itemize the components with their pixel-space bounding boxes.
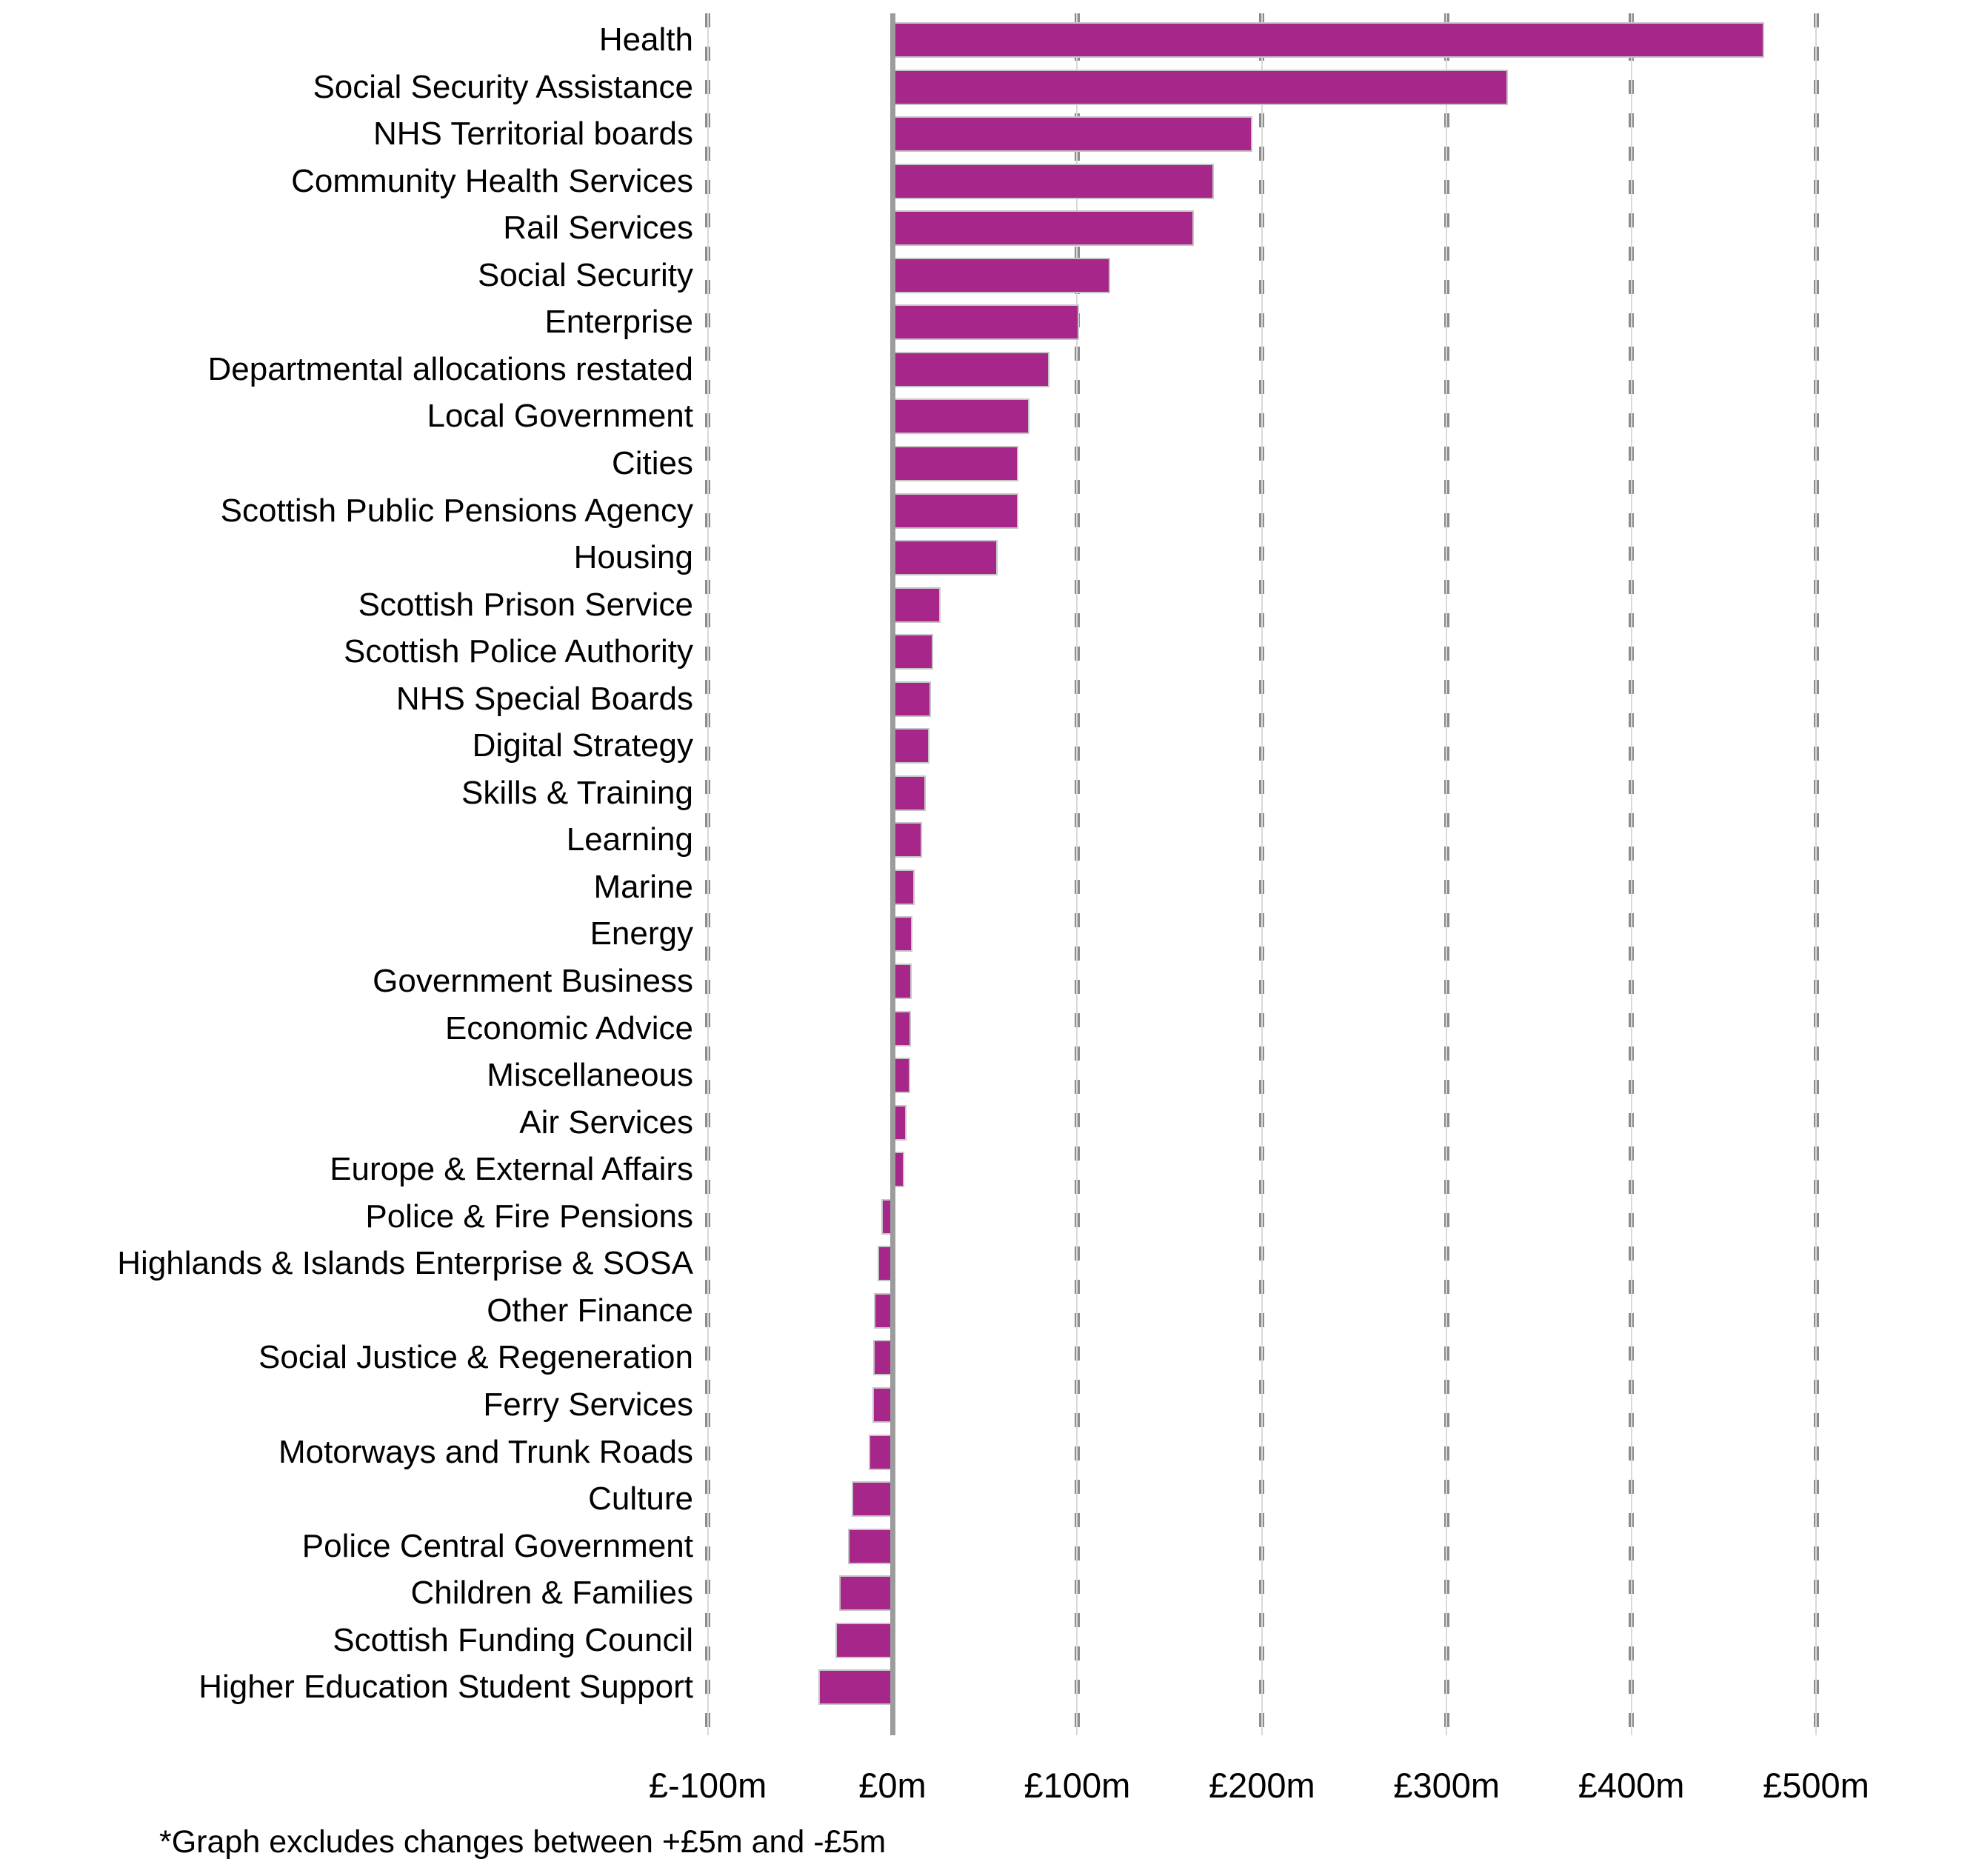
bar-nhs-territorial-boards (892, 116, 1253, 153)
bar-miscellaneous (892, 1058, 910, 1094)
category-label-nhs-territorial-boards: NHS Territorial boards (373, 116, 693, 153)
category-label-nhs-special-boards: NHS Special Boards (395, 680, 693, 717)
bar-rail-services (892, 210, 1194, 247)
category-label-government-business: Government Business (373, 963, 693, 999)
category-label-ferry-services: Ferry Services (483, 1386, 693, 1423)
bar-enterprise (892, 304, 1079, 341)
gridline-400m (1629, 13, 1635, 1735)
bar-energy (892, 916, 913, 952)
bar-higher-education-student-support (818, 1669, 892, 1706)
category-label-energy: Energy (590, 915, 693, 952)
category-label-rail-services: Rail Services (503, 210, 693, 247)
bar-local-government (892, 398, 1029, 435)
bar-health (892, 22, 1765, 58)
x-tick-label-400m: £400m (1578, 1766, 1685, 1805)
zero-axis-line (889, 13, 895, 1735)
bar-community-health-services (892, 163, 1214, 199)
category-label-europe-external-affairs: Europe & External Affairs (330, 1151, 693, 1188)
gridline-200m (1259, 13, 1265, 1735)
category-label-cities: Cities (611, 444, 693, 481)
category-label-scottish-public-pensions-agency: Scottish Public Pensions Agency (220, 492, 693, 529)
category-label-culture: Culture (588, 1481, 693, 1518)
bar-housing (892, 540, 998, 576)
bar-scottish-funding-council (835, 1622, 892, 1658)
category-label-highlands-islands-enterprise-sosa: Highlands & Islands Enterprise & SOSA (117, 1245, 693, 1282)
gridline-300m (1443, 13, 1449, 1735)
category-label-motorways-and-trunk-roads: Motorways and Trunk Roads (278, 1433, 693, 1470)
category-label-digital-strategy: Digital Strategy (472, 727, 693, 764)
gridline--100m (705, 13, 711, 1735)
category-label-enterprise: Enterprise (544, 304, 693, 341)
bar-police-central-government (848, 1528, 892, 1564)
category-label-learning: Learning (566, 821, 693, 858)
category-label-police-central-government: Police Central Government (301, 1527, 693, 1564)
bar-children-families (838, 1575, 892, 1612)
category-label-scottish-prison-service: Scottish Prison Service (358, 586, 693, 623)
x-tick-label-0m: £0m (858, 1766, 927, 1805)
category-label-health: Health (598, 21, 693, 58)
category-label-economic-advice: Economic Advice (444, 1009, 693, 1047)
bar-scottish-public-pensions-agency (892, 493, 1018, 529)
gridline-500m (1813, 13, 1819, 1735)
bar-scottish-prison-service (892, 587, 941, 623)
bar-scottish-police-authority (892, 634, 933, 670)
bar-motorways-and-trunk-roads (868, 1434, 892, 1470)
bar-departmental-allocations-restated (892, 351, 1049, 387)
bar-digital-strategy (892, 728, 929, 764)
category-label-miscellaneous: Miscellaneous (487, 1057, 693, 1094)
category-label-social-justice-regeneration: Social Justice & Regeneration (258, 1339, 693, 1376)
category-label-social-security: Social Security (477, 256, 693, 293)
bar-government-business (892, 964, 912, 999)
category-label-higher-education-student-support: Higher Education Student Support (198, 1669, 693, 1706)
category-label-housing: Housing (573, 539, 693, 576)
category-label-scottish-police-authority: Scottish Police Authority (343, 633, 693, 670)
category-label-children-families: Children & Families (410, 1575, 693, 1612)
bar-marine (892, 869, 915, 905)
bar-skills-training (892, 775, 926, 811)
chart-footnote: *Graph excludes changes between +£5m and… (159, 1824, 887, 1860)
bar-social-security (892, 257, 1111, 293)
category-label-social-security-assistance: Social Security Assistance (313, 68, 693, 105)
category-label-community-health-services: Community Health Services (291, 162, 693, 199)
category-label-departmental-allocations-restated: Departmental allocations restated (207, 350, 693, 387)
bar-economic-advice (892, 1010, 911, 1047)
gridline-100m (1074, 13, 1080, 1735)
x-tick-label-200m: £200m (1208, 1766, 1315, 1805)
bar-cities (892, 445, 1018, 481)
category-label-local-government: Local Government (427, 398, 693, 435)
bar-social-security-assistance (892, 69, 1508, 105)
category-label-marine: Marine (593, 868, 694, 905)
category-label-scottish-funding-council: Scottish Funding Council (333, 1621, 693, 1658)
category-label-other-finance: Other Finance (487, 1292, 693, 1329)
x-tick-label-100m: £100m (1024, 1766, 1131, 1805)
bar-learning (892, 822, 922, 858)
x-tick-label--100m: £-100m (648, 1766, 767, 1805)
bar-culture (852, 1481, 892, 1518)
x-tick-label-500m: £500m (1763, 1766, 1869, 1805)
category-label-air-services: Air Services (519, 1104, 693, 1141)
category-label-police-fire-pensions: Police & Fire Pensions (365, 1198, 693, 1235)
x-tick-label-300m: £300m (1393, 1766, 1501, 1805)
category-label-skills-training: Skills & Training (461, 774, 693, 811)
bar-nhs-special-boards (892, 681, 932, 717)
